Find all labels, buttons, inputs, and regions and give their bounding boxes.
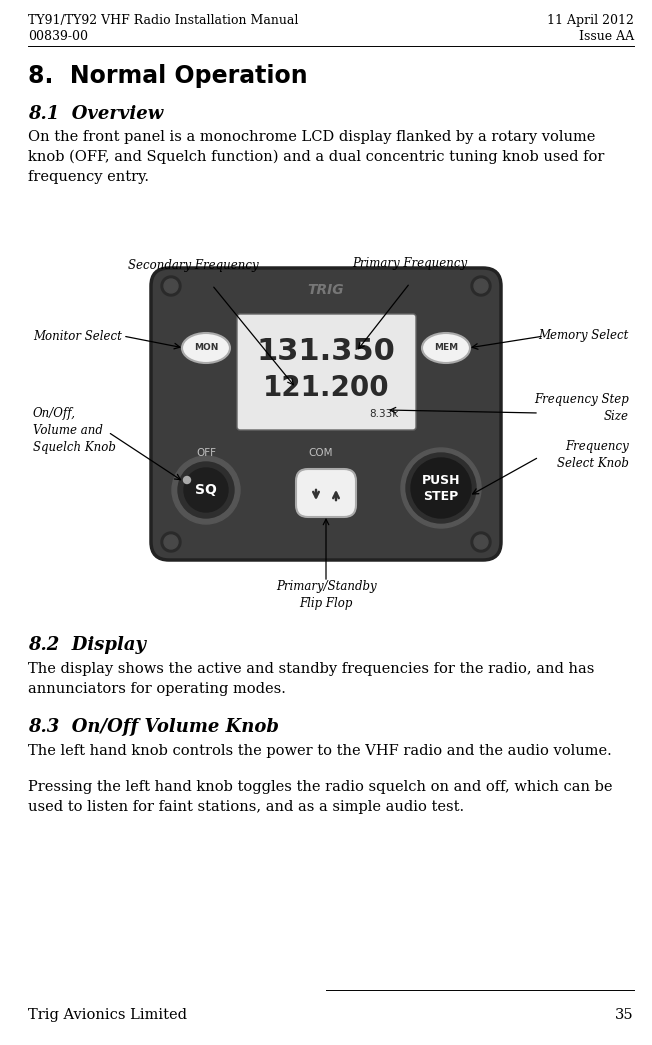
Text: Primary/Standby
Flip Flop: Primary/Standby Flip Flop xyxy=(276,580,376,610)
Text: 131.350: 131.350 xyxy=(257,338,395,367)
Circle shape xyxy=(183,477,190,484)
Circle shape xyxy=(411,458,471,518)
Text: 8.33k: 8.33k xyxy=(369,409,398,419)
Text: Issue AA: Issue AA xyxy=(579,30,634,43)
Circle shape xyxy=(471,532,491,552)
Circle shape xyxy=(161,276,181,296)
Text: MEM: MEM xyxy=(434,344,458,352)
Circle shape xyxy=(474,279,488,293)
Circle shape xyxy=(406,452,476,522)
Text: 8.1  Overview: 8.1 Overview xyxy=(28,104,163,123)
FancyBboxPatch shape xyxy=(237,314,416,429)
Text: On the front panel is a monochrome LCD display flanked by a rotary volume
knob (: On the front panel is a monochrome LCD d… xyxy=(28,130,604,184)
Text: Pressing the left hand knob toggles the radio squelch on and off, which can be
u: Pressing the left hand knob toggles the … xyxy=(28,780,612,813)
Circle shape xyxy=(471,276,491,296)
FancyBboxPatch shape xyxy=(296,469,356,517)
FancyBboxPatch shape xyxy=(151,268,501,560)
Circle shape xyxy=(164,535,178,549)
Text: Monitor Select: Monitor Select xyxy=(33,329,122,343)
Text: SQ: SQ xyxy=(195,483,217,497)
Text: On/Off,
Volume and
Squelch Knob: On/Off, Volume and Squelch Knob xyxy=(33,407,116,454)
Text: Frequency Step
Size: Frequency Step Size xyxy=(534,393,629,423)
Circle shape xyxy=(474,535,488,549)
Circle shape xyxy=(172,456,240,524)
Text: Secondary Frequency: Secondary Frequency xyxy=(128,259,258,272)
Text: 00839-00: 00839-00 xyxy=(28,30,88,43)
Text: The display shows the active and standby frequencies for the radio, and has
annu: The display shows the active and standby… xyxy=(28,661,595,696)
Text: 8.2  Display: 8.2 Display xyxy=(28,636,146,654)
Text: Primary Frequency: Primary Frequency xyxy=(353,257,467,270)
Text: COM: COM xyxy=(309,448,333,458)
Text: STEP: STEP xyxy=(423,489,458,503)
Text: Frequency
Select Knob: Frequency Select Knob xyxy=(557,440,629,470)
Ellipse shape xyxy=(182,333,230,363)
Text: 35: 35 xyxy=(615,1008,634,1022)
Ellipse shape xyxy=(422,333,470,363)
Text: 8.  Normal Operation: 8. Normal Operation xyxy=(28,64,308,88)
Text: OFF: OFF xyxy=(196,448,216,458)
Text: 121.200: 121.200 xyxy=(263,374,389,402)
Text: 11 April 2012: 11 April 2012 xyxy=(547,14,634,27)
Text: The left hand knob controls the power to the VHF radio and the audio volume.: The left hand knob controls the power to… xyxy=(28,744,612,758)
Text: PUSH: PUSH xyxy=(422,473,460,487)
Text: Memory Select: Memory Select xyxy=(539,329,629,343)
Circle shape xyxy=(401,448,481,528)
Text: TRIG: TRIG xyxy=(308,283,344,297)
Text: TY91/TY92 VHF Radio Installation Manual: TY91/TY92 VHF Radio Installation Manual xyxy=(28,14,299,27)
Circle shape xyxy=(184,468,228,512)
Circle shape xyxy=(161,532,181,552)
Text: 8.3  On/Off Volume Knob: 8.3 On/Off Volume Knob xyxy=(28,718,279,736)
Circle shape xyxy=(164,279,178,293)
Circle shape xyxy=(178,462,234,518)
Text: MON: MON xyxy=(194,344,218,352)
Text: Trig Avionics Limited: Trig Avionics Limited xyxy=(28,1008,187,1022)
